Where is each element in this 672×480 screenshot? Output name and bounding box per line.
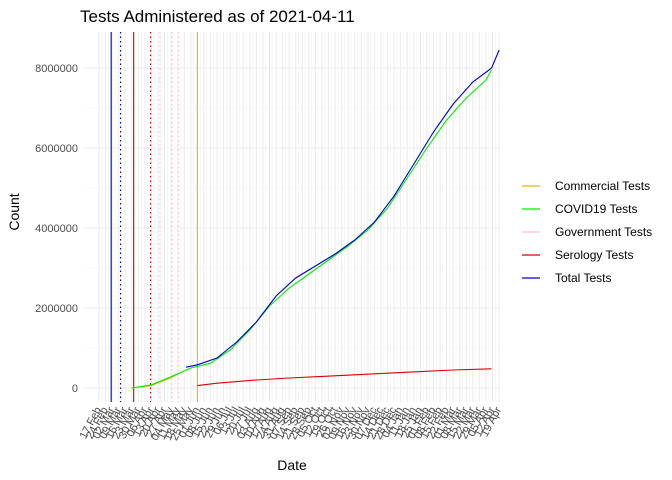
- legend-label-commercial-tests: Commercial Tests: [555, 179, 650, 193]
- legend-label-covid19-tests: COVID19 Tests: [555, 202, 637, 216]
- grid: [84, 32, 500, 402]
- covid19-tests-line: [131, 69, 493, 389]
- y-tick-label: 2000000: [35, 303, 78, 315]
- y-tick-label: 6000000: [35, 143, 78, 155]
- total-tests-line: [185, 49, 500, 368]
- legend: Commercial Tests COVID19 Tests Government …: [522, 179, 652, 285]
- legend-label-government-tests: Government Tests: [555, 225, 652, 239]
- vertical-reference-lines: [110, 32, 198, 402]
- y-tick-label: 0: [72, 383, 78, 395]
- y-tick-label: 8000000: [35, 63, 78, 75]
- serology-tests-line: [197, 368, 492, 387]
- chart-title: Tests Administered as of 2021-04-11: [80, 7, 355, 26]
- y-tick-label: 4000000: [35, 223, 78, 235]
- y-axis-title: Count: [6, 193, 22, 230]
- legend-label-total-tests: Total Tests: [555, 271, 611, 285]
- y-tick-labels: 0 2000000 4000000 6000000 8000000: [35, 63, 78, 395]
- legend-label-serology-tests: Serology Tests: [555, 248, 634, 262]
- series-lines: [131, 49, 500, 389]
- x-axis-title: Date: [277, 457, 307, 473]
